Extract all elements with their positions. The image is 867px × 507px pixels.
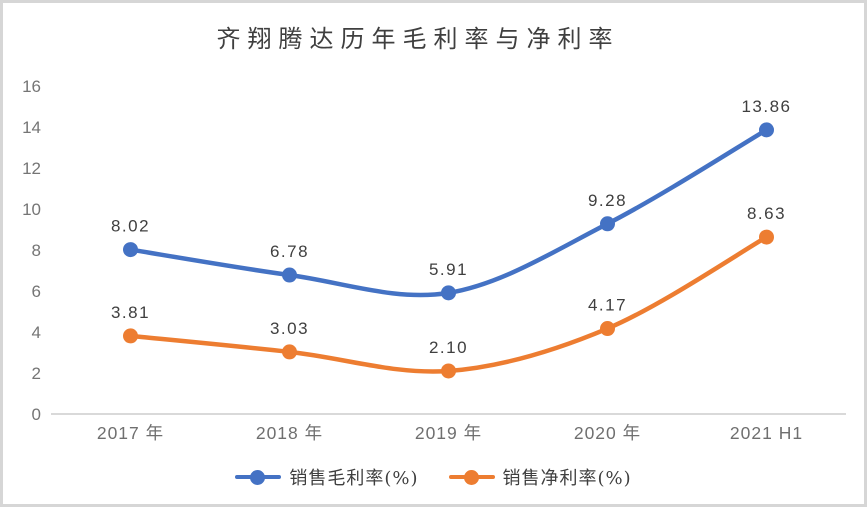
y-axis-tick-label: 8: [32, 241, 41, 260]
data-label-gross-margin: 5.91: [429, 260, 468, 279]
data-point-gross-margin: [282, 267, 297, 283]
legend-dot-icon: [463, 469, 479, 485]
legend-label-gross-margin: 销售毛利率(%): [289, 468, 419, 489]
data-label-gross-margin: 8.02: [111, 217, 150, 236]
plot-area: 0 2 4 6 8 10 12 14 16 2017 年 2018 年 2019 年 2020 年 202…: [22, 77, 846, 443]
data-label-net-margin: 8.63: [747, 204, 786, 223]
y-axis-tick-label: 14: [22, 118, 41, 137]
data-point-net-margin: [123, 328, 138, 344]
data-point-gross-margin: [441, 285, 456, 301]
data-label-gross-margin: 9.28: [588, 191, 627, 210]
data-label-gross-margin: 13.86: [741, 97, 791, 116]
data-point-gross-margin: [123, 242, 138, 258]
x-axis-label: 2021 H1: [730, 423, 803, 443]
y-axis-tick-label: 4: [32, 323, 41, 342]
x-axis-label: 2018 年: [256, 423, 323, 443]
x-axis-label: 2020 年: [574, 423, 641, 443]
y-axis-tick-label: 12: [22, 159, 41, 178]
legend-label-net-margin: 销售净利率(%): [502, 468, 632, 489]
legend-marker-gross-margin-icon: [235, 469, 282, 485]
data-label-net-margin: 3.03: [270, 319, 309, 338]
data-point-gross-margin: [600, 216, 615, 232]
legend-item-net-margin: 销售净利率(%): [448, 464, 632, 490]
data-point-gross-margin: [759, 122, 774, 138]
data-label-net-margin: 3.81: [111, 303, 150, 322]
y-axis-tick-label: 2: [32, 364, 41, 383]
y-axis-tick-label: 16: [22, 77, 41, 96]
data-label-net-margin: 2.10: [429, 338, 468, 357]
data-point-net-margin: [282, 344, 297, 360]
x-axis-label: 2019 年: [415, 423, 482, 443]
legend-dot-icon: [250, 469, 266, 485]
legend-item-gross-margin: 销售毛利率(%): [235, 464, 418, 490]
data-label-gross-margin: 6.78: [270, 242, 309, 261]
y-axis-tick-label: 10: [22, 200, 41, 219]
chart-title: 齐翔腾达历年毛利率与净利率: [216, 25, 620, 53]
y-axis-tick-label: 6: [32, 282, 41, 301]
legend-marker-net-margin-icon: [448, 469, 495, 485]
data-point-net-margin: [441, 363, 456, 379]
data-label-net-margin: 4.17: [588, 296, 627, 315]
data-point-net-margin: [759, 229, 774, 245]
legend: 销售毛利率(%) 销售净利率(%): [3, 464, 864, 490]
data-point-net-margin: [600, 321, 615, 337]
x-axis-label: 2017 年: [97, 423, 164, 443]
y-axis-tick-label: 0: [32, 405, 41, 424]
